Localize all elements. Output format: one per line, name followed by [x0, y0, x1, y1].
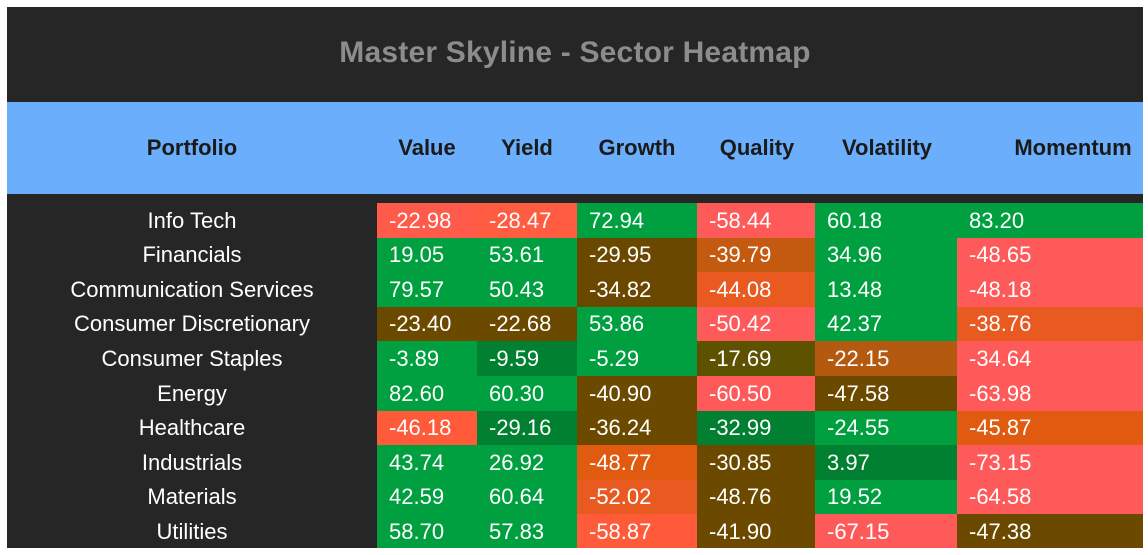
column-header-value: Value — [398, 135, 456, 160]
chart-title: Master Skyline - Sector Heatmap — [339, 36, 811, 69]
heatmap-cell: -47.38 — [957, 514, 1143, 548]
row-label: Energy — [157, 380, 227, 406]
heatmap-cell: -63.98 — [957, 376, 1143, 411]
heatmap-cell: -34.64 — [957, 341, 1143, 377]
heatmap-cell: -22.68 — [477, 306, 577, 342]
heatmap-cell: -30.85 — [697, 445, 815, 481]
heatmap-cell: -9.59 — [477, 341, 577, 377]
heatmap-row: Healthcare -46.18 -29.16 -36.24 -32.99 -24.55… — [7, 410, 1143, 446]
heatmap-cell: 34.96 — [815, 237, 957, 273]
column-header-volatility: Volatility — [841, 135, 933, 160]
heatmap-cell: 60.30 — [477, 376, 577, 411]
heatmap-cell: 57.83 — [477, 514, 577, 548]
heatmap-cell: 19.52 — [815, 479, 957, 515]
heatmap-row: Energy 82.60 60.30 -40.90 -60.50 -47.58 -63.98 — [7, 376, 1143, 411]
heatmap-cell: -46.18 — [377, 410, 477, 446]
heatmap-cell: -64.58 — [957, 479, 1143, 515]
heatmap-cell: 79.57 — [377, 272, 477, 308]
heatmap-cell: -39.79 — [697, 237, 815, 273]
heatmap-frame: Master Skyline - Sector Heatmap Portfoli… — [7, 7, 1143, 548]
column-header-portfolio: Portfolio — [146, 135, 238, 160]
heatmap-row: Consumer Staples -3.89 -9.59 -5.29 -17.69 -22… — [7, 341, 1143, 377]
heatmap-row: Materials 42.59 60.64 -52.02 -48.76 19.52 -64.… — [7, 479, 1143, 515]
row-label: Communication Services — [70, 276, 314, 302]
heatmap-cell: 42.59 — [377, 479, 477, 515]
heatmap-cell: -73.15 — [957, 445, 1143, 481]
heatmap-row: Consumer Discretionary -23.40 -22.68 53.86-… — [7, 306, 1143, 342]
heatmap-row: Industrials 43.74 26.92 -48.77 -30.85 3.97 -73… — [7, 445, 1143, 481]
heatmap-cell: -48.18 — [957, 272, 1143, 308]
heatmap-grid: Info Tech -22.98 -28.47 72.94 -58.44 60.18 83.… — [7, 199, 1143, 548]
heatmap-cell: -38.76 — [957, 306, 1143, 342]
heatmap-row: Financials 19.05 53.61 -29.95 -39.79 34.96 -48… — [7, 237, 1143, 273]
row-label: Financials — [142, 242, 242, 268]
heatmap-cell: -29.95 — [577, 237, 697, 273]
row-label: Industrials — [141, 449, 243, 475]
heatmap-cell: -22.15 — [815, 341, 957, 377]
heatmap-cell: -28.47 — [477, 203, 577, 238]
heatmap-cell: 3.97 — [815, 445, 957, 481]
row-label: Info Tech — [147, 207, 237, 233]
row-label: Healthcare — [138, 415, 246, 441]
heatmap-cell: 13.48 — [815, 272, 957, 308]
heatmap-cell: -17.69 — [697, 341, 815, 377]
heatmap-cell: -34.82 — [577, 272, 697, 308]
heatmap-cell: 82.60 — [377, 376, 477, 411]
heatmap-cell: -41.90 — [697, 514, 815, 548]
column-header-band: Portfolio Value Yield Growth Quality Volatili… — [7, 102, 1143, 194]
row-label: Utilities — [156, 518, 228, 544]
heatmap-cell: -47.58 — [815, 376, 957, 411]
heatmap-cell: 60.64 — [477, 479, 577, 515]
heatmap-cell: 58.70 — [377, 514, 477, 548]
heatmap-cell: -32.99 — [697, 410, 815, 446]
heatmap-cell: 26.92 — [477, 445, 577, 481]
row-label: Materials — [147, 484, 237, 510]
heatmap-cell: 43.74 — [377, 445, 477, 481]
heatmap-cell: -60.50 — [697, 376, 815, 411]
heatmap-cell: -58.87 — [577, 514, 697, 548]
heatmap-cell: -3.89 — [377, 341, 477, 377]
heatmap-cell: -45.87 — [957, 410, 1143, 446]
heatmap-cell: 42.37 — [815, 306, 957, 342]
heatmap-cell: -48.76 — [697, 479, 815, 515]
heatmap-row: Info Tech -22.98 -28.47 72.94 -58.44 60.18 83.… — [7, 203, 1143, 238]
row-label: Consumer Staples — [101, 345, 283, 371]
heatmap-row: Utilities 58.70 57.83 -58.87 -41.90 -67.15 -47… — [7, 514, 1143, 548]
heatmap-cell: -52.02 — [577, 479, 697, 515]
column-header-momentum: Momentum — [1014, 135, 1132, 160]
heatmap-cell: -23.40 — [377, 306, 477, 342]
heatmap-cell: -29.16 — [477, 410, 577, 446]
heatmap-cell: 19.05 — [377, 237, 477, 273]
heatmap-cell: -50.42 — [697, 306, 815, 342]
heatmap-cell: -67.15 — [815, 514, 957, 548]
heatmap-cell: -48.77 — [577, 445, 697, 481]
column-header-yield: Yield — [501, 135, 553, 160]
heatmap-cell: -24.55 — [815, 410, 957, 446]
heatmap-cell: 50.43 — [477, 272, 577, 308]
heatmap-cell: 72.94 — [577, 203, 697, 238]
heatmap-cell: -36.24 — [577, 410, 697, 446]
heatmap-row: Communication Services 79.57 50.43 -34.82 -4… — [7, 272, 1143, 308]
heatmap-cell: -58.44 — [697, 203, 815, 238]
heatmap-cell: 53.61 — [477, 237, 577, 273]
column-header-quality: Quality — [719, 135, 795, 160]
heatmap-cell: -5.29 — [577, 341, 697, 377]
heatmap-cell: -48.65 — [957, 237, 1143, 273]
heatmap-cell: -44.08 — [697, 272, 815, 308]
heatmap-cell: 60.18 — [815, 203, 957, 238]
column-header-growth: Growth — [598, 135, 676, 160]
heatmap-cell: 53.86 — [577, 306, 697, 342]
heatmap-cell: -40.90 — [577, 376, 697, 411]
heatmap-cell: -22.98 — [377, 203, 477, 238]
row-label: Consumer Discretionary — [74, 311, 310, 337]
heatmap-cell: 83.20 — [957, 203, 1143, 238]
